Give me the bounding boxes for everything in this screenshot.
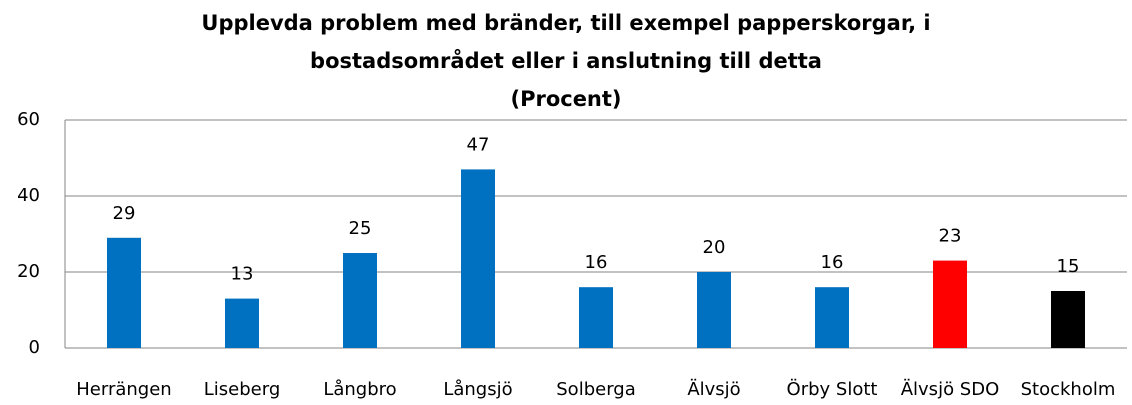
chart-title: Upplevda problem med bränder, till exemp… <box>201 11 930 35</box>
bar <box>1051 291 1085 348</box>
x-tick-label: Älvsjö SDO <box>901 379 1000 400</box>
data-label: 23 <box>939 226 962 247</box>
bar <box>697 272 731 348</box>
bar <box>461 169 495 348</box>
x-tick-label: Liseberg <box>204 379 281 400</box>
x-tick-label: Långbro <box>323 379 396 400</box>
x-tick-label: Stockholm <box>1021 379 1116 400</box>
y-tick-label: 60 <box>17 109 40 130</box>
x-tick-label: Solberga <box>556 379 635 400</box>
data-label: 13 <box>231 264 254 285</box>
x-tick-label: Örby Slott <box>787 378 878 400</box>
data-label: 25 <box>349 218 372 239</box>
bar <box>815 287 849 348</box>
x-tick-label: Älvsjö <box>687 379 740 400</box>
data-label: 47 <box>467 134 490 155</box>
x-tick-label: Herrängen <box>76 379 171 400</box>
bar <box>933 260 967 348</box>
x-tick-label: Långsjö <box>443 379 512 400</box>
data-label: 20 <box>703 237 726 258</box>
y-tick-label: 0 <box>29 337 40 358</box>
data-label: 16 <box>585 252 608 273</box>
chart-title: bostadsområdet eller i anslutning till d… <box>310 48 822 73</box>
bar <box>343 253 377 348</box>
bar <box>225 298 259 348</box>
y-tick-label: 40 <box>17 185 40 206</box>
y-tick-label: 20 <box>17 261 40 282</box>
bar <box>107 237 141 348</box>
data-label: 29 <box>113 203 136 224</box>
data-label: 15 <box>1057 256 1080 277</box>
chart-title: (Procent) <box>510 87 621 111</box>
data-label: 16 <box>821 252 844 273</box>
bar <box>579 287 613 348</box>
